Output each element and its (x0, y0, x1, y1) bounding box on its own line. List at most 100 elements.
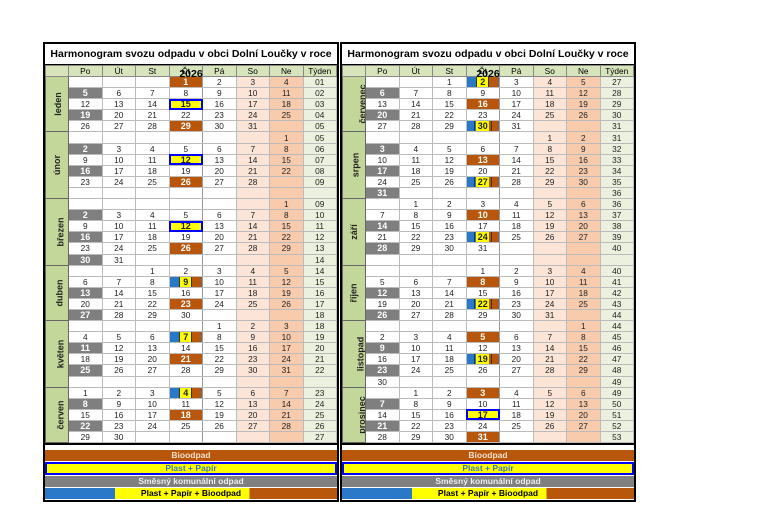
day-cell: 6 (465, 142, 500, 155)
day-cell: 1 (432, 75, 467, 89)
day-cell: 28 (398, 120, 433, 133)
day-cell: 9 (499, 275, 534, 288)
week-row: 28 29 30 31 53 (343, 430, 634, 444)
day-cell: 11 (432, 342, 467, 355)
day-cell (566, 120, 601, 133)
day-cell: 12 (532, 209, 567, 222)
day-cell: 18 (135, 164, 170, 177)
day-cell (269, 120, 304, 133)
day-cell: 29 (269, 242, 304, 255)
day-cell: 11 (68, 342, 103, 355)
day-cell: 20 (202, 164, 237, 177)
day-cell: 25 (499, 419, 534, 433)
day-cell: 28 (235, 175, 270, 188)
day-cell: 21 (235, 164, 270, 177)
day-cell: 3 (465, 386, 500, 399)
day-cell: 27 (202, 175, 237, 188)
day-cell (202, 253, 237, 266)
day-cell: 5 (168, 209, 203, 222)
week-number (302, 186, 337, 200)
week-number: 24 (302, 397, 337, 410)
day-cell: 7 (365, 209, 400, 222)
day-cell: 6 (101, 87, 136, 100)
day-cell: 13 (566, 397, 601, 410)
week-number: 46 (599, 342, 634, 355)
day-cell: 27 (202, 242, 237, 255)
day-cell: 19 (566, 98, 601, 111)
day-cell (168, 131, 203, 144)
week-row: 9 10 11 12 13 14 15 07 (46, 153, 337, 166)
week-number: 20 (302, 342, 337, 355)
day-cell: 16 (101, 408, 136, 421)
day-cell: 1 (566, 320, 601, 333)
day-cell: 17 (101, 164, 136, 177)
day-cell (532, 430, 567, 444)
day-cell: 7 (532, 331, 567, 344)
day-cell: 4 (532, 75, 567, 89)
day-cell (101, 75, 136, 89)
legend-plast-papir-bioodpad: Plast + Papír + Bioodpad (45, 488, 337, 500)
day-cell (235, 308, 270, 322)
day-cell: 17 (135, 408, 170, 421)
day-cell: 6 (202, 142, 237, 155)
day-cell: 6 (566, 386, 601, 399)
day-cell (269, 308, 304, 322)
column-header: St (135, 65, 170, 77)
day-cell: 19 (168, 231, 203, 244)
calendar-table: Po Út St Čt Pá So Ne Týden leden 1 2 3 4 01 5 6 7 8 9 10 11 0… (45, 65, 337, 444)
day-cell: 17 (398, 353, 433, 366)
day-cell (432, 253, 467, 266)
day-cell: 12 (532, 397, 567, 410)
day-cell: 24 (269, 353, 304, 366)
week-number: 14 (302, 253, 337, 266)
day-cell: 25 (168, 419, 203, 433)
day-cell: 7 (235, 209, 270, 222)
day-cell: 28 (499, 175, 534, 188)
day-cell: 12 (168, 220, 203, 233)
day-cell: 16 (235, 342, 270, 355)
day-cell: 24 (101, 175, 136, 188)
day-cell: 21 (532, 353, 567, 366)
week-row: 16 17 18 19 20 21 22 12 (46, 231, 337, 244)
day-cell: 22 (566, 353, 601, 366)
day-cell: 30 (432, 430, 467, 444)
day-cell: 3 (202, 264, 237, 277)
day-cell: 29 (168, 120, 203, 133)
day-cell: 9 (235, 331, 270, 344)
day-cell: 6 (68, 275, 103, 288)
day-cell: 19 (365, 297, 400, 310)
day-cell: 15 (269, 153, 304, 166)
day-cell: 14 (499, 153, 534, 166)
day-cell: 13 (135, 342, 170, 355)
day-cell: 4 (235, 264, 270, 277)
week-row: 2 3 4 5 6 7 8 06 (46, 142, 337, 155)
column-header: Ne (269, 65, 304, 77)
week-row: 30 49 (343, 375, 634, 388)
day-cell: 25 (566, 297, 601, 310)
day-cell: 17 (465, 408, 500, 421)
day-cell (432, 375, 467, 388)
day-cell: 20 (68, 297, 103, 310)
day-cell (465, 375, 500, 388)
day-cell: 13 (101, 98, 136, 111)
day-cell: 13 (499, 342, 534, 355)
day-cell (135, 430, 170, 444)
day-cell: 23 (101, 419, 136, 433)
week-number: 49 (599, 386, 634, 399)
day-cell: 15 (432, 98, 467, 111)
day-cell (532, 242, 567, 255)
day-cell: 15 (68, 408, 103, 421)
day-cell: 11 (532, 87, 567, 100)
day-cell: 14 (235, 153, 270, 166)
day-cell (269, 430, 304, 444)
week-number: 39 (599, 231, 634, 244)
day-cell: 6 (202, 209, 237, 222)
week-row: 7 8 9 10 11 12 13 37 (343, 209, 634, 222)
day-cell: 28 (269, 419, 304, 433)
day-cell: 5 (432, 142, 467, 155)
day-cell: 16 (365, 353, 400, 366)
day-cell: 6 (566, 198, 601, 211)
day-cell: 27 (499, 364, 534, 377)
day-cell: 6 (235, 386, 270, 399)
day-cell: 23 (432, 419, 467, 433)
